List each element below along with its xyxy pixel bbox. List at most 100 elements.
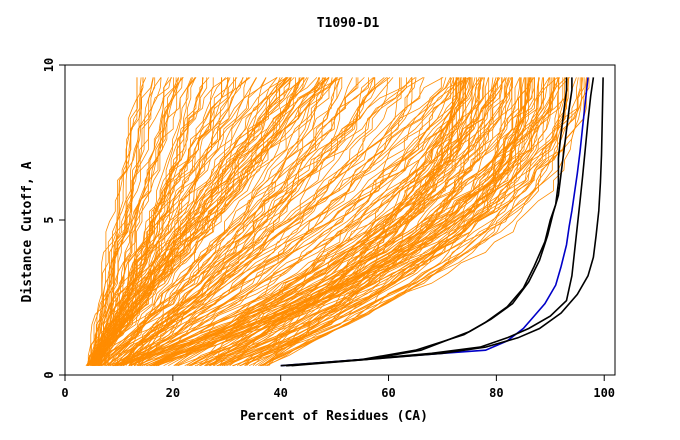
background-model-line <box>143 77 461 367</box>
background-model-line <box>209 77 458 367</box>
x-tick-label: 100 <box>593 386 615 400</box>
reference-model-line-0 <box>280 77 589 367</box>
background-model-line <box>232 77 579 367</box>
background-model-line <box>222 77 513 367</box>
background-model-line <box>248 77 530 367</box>
background-model-line <box>97 77 289 366</box>
background-model-line <box>191 77 550 367</box>
background-model-line <box>87 77 327 366</box>
background-model-line <box>138 77 376 367</box>
background-model-line <box>112 77 453 367</box>
background-model-line <box>87 77 179 366</box>
background-model-line <box>89 77 172 366</box>
background-model-line <box>98 77 321 366</box>
highlighted-model-lines <box>280 77 604 367</box>
y-tick-label: 10 <box>42 58 56 72</box>
background-model-line <box>101 77 452 367</box>
background-model-line <box>103 77 197 366</box>
background-model-line <box>240 77 526 367</box>
background-model-line <box>255 77 482 367</box>
background-model-line <box>100 77 244 366</box>
background-model-line <box>95 77 162 366</box>
background-model-line <box>129 77 570 367</box>
background-model-line <box>131 77 388 367</box>
background-model-line <box>218 77 464 366</box>
background-model-line <box>213 77 470 366</box>
background-model-line <box>114 77 533 367</box>
background-model-line <box>117 77 451 367</box>
background-model-line <box>93 77 376 366</box>
background-model-line <box>244 77 553 367</box>
background-model-line <box>153 77 525 367</box>
background-model-line <box>107 77 365 366</box>
y-axis-label: Distance Cutoff, A <box>20 161 35 302</box>
background-model-line <box>92 77 318 366</box>
background-model-line <box>98 77 194 366</box>
background-model-line <box>93 77 300 366</box>
x-tick-label: 40 <box>273 386 287 400</box>
background-model-line <box>99 77 179 366</box>
background-model-line <box>116 77 555 367</box>
background-model-line <box>123 77 400 367</box>
x-tick-label: 0 <box>61 386 68 400</box>
background-model-line <box>260 77 587 367</box>
background-model-line <box>91 77 183 366</box>
background-model-line <box>91 77 177 366</box>
background-model-line <box>117 77 424 367</box>
background-model-line <box>99 77 156 366</box>
background-model-line <box>139 77 457 367</box>
highlighted-model-line-2 <box>291 77 573 367</box>
background-model-line <box>259 77 582 367</box>
background-model-line <box>119 77 567 367</box>
background-model-line <box>92 77 138 366</box>
background-model-line <box>204 77 455 367</box>
y-tick-label: 5 <box>42 216 56 223</box>
background-model-line <box>92 77 267 366</box>
background-model-line <box>96 77 214 366</box>
background-model-line <box>137 77 471 367</box>
background-model-line <box>108 77 444 367</box>
background-model-line <box>128 77 320 366</box>
background-model-line <box>244 77 513 366</box>
background-model-line <box>120 77 470 367</box>
background-model-line <box>92 77 292 366</box>
background-model-line <box>101 77 341 366</box>
background-model-line <box>96 77 295 366</box>
x-tick-label: 80 <box>489 386 503 400</box>
background-model-line <box>216 77 507 367</box>
background-model-lines <box>85 77 590 367</box>
background-model-line <box>115 77 341 366</box>
background-model-line <box>212 77 503 366</box>
background-model-line <box>90 77 338 366</box>
background-model-line <box>86 77 228 366</box>
background-model-line <box>244 77 520 367</box>
chart-title: T1090-D1 <box>317 16 380 31</box>
background-model-line <box>106 77 460 367</box>
background-model-line <box>130 77 353 367</box>
background-model-line <box>209 77 567 367</box>
background-model-line <box>113 77 462 367</box>
background-model-line <box>108 77 303 366</box>
background-model-line <box>99 77 359 366</box>
background-model-line <box>94 77 144 366</box>
background-model-line <box>104 77 308 366</box>
background-model-line <box>100 77 326 366</box>
x-tick-label: 60 <box>381 386 395 400</box>
y-tick-label: 0 <box>42 371 56 378</box>
background-model-line <box>92 77 301 366</box>
background-model-line <box>261 77 494 367</box>
background-model-line <box>93 77 425 366</box>
background-model-line <box>101 77 234 366</box>
background-model-line <box>233 77 510 367</box>
background-model-line <box>129 77 325 366</box>
background-model-line <box>93 77 291 366</box>
background-model-line <box>95 77 244 366</box>
background-model-line <box>268 77 469 366</box>
background-model-line <box>137 77 385 366</box>
background-model-line <box>157 77 535 367</box>
background-model-line <box>128 77 462 367</box>
background-model-line <box>85 77 154 366</box>
background-model-line <box>93 77 288 366</box>
